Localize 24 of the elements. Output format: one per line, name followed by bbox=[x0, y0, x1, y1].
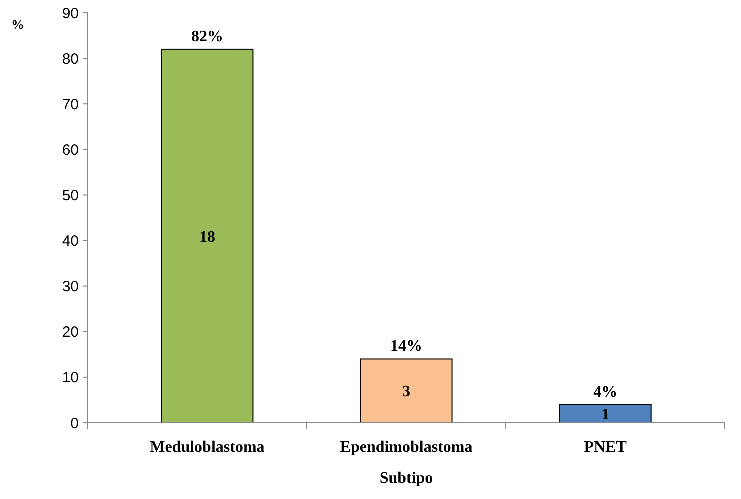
annotation: 1 bbox=[602, 406, 610, 424]
annotation: 3 bbox=[402, 384, 410, 401]
y-tick-label: 10 bbox=[62, 370, 79, 387]
x-tick-label: Ependimoblastoma bbox=[340, 439, 473, 456]
y-tick-label: 20 bbox=[62, 324, 79, 342]
bar bbox=[360, 358, 453, 424]
bar bbox=[161, 48, 254, 424]
y-tick-label: 70 bbox=[62, 96, 79, 114]
x-axis-title: Subtipo bbox=[380, 470, 434, 487]
data-label: 14% bbox=[390, 338, 422, 356]
data-label: 82% bbox=[191, 28, 224, 46]
y-tick-label: 30 bbox=[62, 278, 79, 296]
y-axis-title: % bbox=[12, 17, 24, 32]
y-tick-label: 40 bbox=[62, 233, 79, 250]
annotation: 18 bbox=[199, 228, 216, 246]
y-tick-label: 0 bbox=[70, 415, 79, 432]
x-tick-label: PNET bbox=[584, 439, 628, 456]
bar bbox=[559, 404, 652, 424]
y-tick-label: 50 bbox=[62, 187, 79, 204]
data-label: 4% bbox=[594, 384, 618, 401]
y-tick-label: 90 bbox=[62, 5, 79, 22]
y-tick-label: 80 bbox=[62, 50, 79, 68]
x-tick-label: Meduloblastoma bbox=[150, 439, 265, 456]
y-tick-label: 60 bbox=[62, 142, 79, 159]
